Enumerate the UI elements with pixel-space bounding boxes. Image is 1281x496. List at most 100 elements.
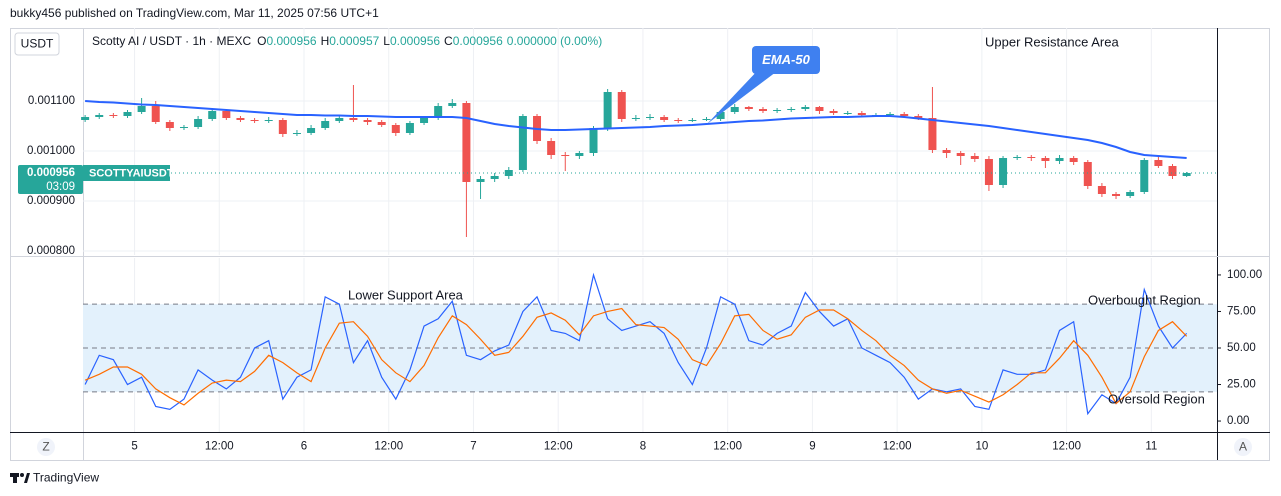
x-tick-label: 11 bbox=[1145, 441, 1157, 453]
candle-body bbox=[1154, 160, 1163, 166]
candle-body bbox=[1126, 192, 1135, 196]
last-price-label: 0.000956 bbox=[27, 167, 75, 179]
a-button[interactable] bbox=[1234, 438, 1252, 456]
annotation: Upper Resistance Area bbox=[985, 34, 1119, 49]
x-tick-label: 12:00 bbox=[205, 441, 234, 453]
candle-body bbox=[236, 118, 245, 120]
y-tick-label: 0.001000 bbox=[27, 145, 75, 157]
candle-body bbox=[81, 117, 90, 120]
candle-body bbox=[702, 119, 711, 120]
candle-body bbox=[603, 92, 612, 128]
candle-body bbox=[194, 119, 203, 127]
ema-line bbox=[85, 100, 1187, 159]
ohlc-value: 0.000956 bbox=[453, 34, 503, 48]
candle-body bbox=[984, 159, 993, 185]
ohlc-key: L bbox=[383, 34, 390, 48]
ohlc-value: 0.000957 bbox=[329, 34, 379, 48]
x-tick-label: 12:00 bbox=[883, 441, 912, 453]
candle-body bbox=[843, 113, 852, 114]
annotation: Overbought Region bbox=[1088, 292, 1201, 307]
candle-body bbox=[434, 106, 443, 118]
candle-body bbox=[787, 109, 796, 110]
symbol-legend: Scotty AI / USDT · 1h · MEXC O0.000956 H0.… bbox=[92, 34, 602, 48]
candle-body bbox=[1168, 166, 1177, 176]
candle-body bbox=[264, 120, 273, 121]
candle-body bbox=[617, 92, 626, 119]
ohlc-key: H bbox=[321, 34, 330, 48]
z-button[interactable] bbox=[37, 438, 55, 456]
x-tick-label: 12:00 bbox=[713, 441, 742, 453]
last-price-box bbox=[18, 165, 83, 194]
candle-body bbox=[1055, 158, 1064, 161]
x-tick-label: 12:00 bbox=[1052, 441, 1081, 453]
candle-body bbox=[631, 118, 640, 119]
candle-body bbox=[716, 112, 725, 119]
x-tick-label: 8 bbox=[640, 441, 646, 453]
currency-box[interactable] bbox=[14, 32, 60, 56]
y-tick-label: 0.000800 bbox=[27, 245, 75, 257]
candle-body bbox=[758, 109, 767, 111]
candle-body bbox=[363, 120, 372, 122]
candle-body bbox=[660, 117, 669, 120]
candle-body bbox=[222, 111, 231, 118]
ohlc-key: O bbox=[257, 34, 266, 48]
candle-body bbox=[1083, 162, 1092, 186]
candle-body bbox=[349, 118, 358, 120]
candle-body bbox=[688, 120, 697, 121]
candle-body bbox=[137, 106, 146, 112]
x-tick-label: 5 bbox=[131, 441, 137, 453]
candle-body bbox=[589, 128, 598, 153]
candle-body bbox=[405, 123, 414, 133]
logo-icon bbox=[10, 473, 30, 483]
candle-body bbox=[250, 120, 259, 121]
candle-body bbox=[1112, 194, 1121, 196]
candle-body bbox=[674, 120, 683, 121]
ohlc-value: 0.000956 bbox=[267, 34, 317, 48]
candle-body bbox=[292, 133, 301, 134]
candle-body bbox=[829, 111, 838, 113]
ohlc-key: C bbox=[444, 34, 453, 48]
symbol-line: Scotty AI / USDT · 1h · MEXC bbox=[92, 34, 251, 48]
x-tick-label: 7 bbox=[470, 441, 476, 453]
candle-body bbox=[744, 107, 753, 109]
candle-body bbox=[335, 118, 344, 121]
candle-body bbox=[801, 107, 810, 109]
candle-body bbox=[518, 116, 527, 170]
candle-body bbox=[970, 156, 979, 159]
x-tick-label: 12:00 bbox=[544, 441, 573, 453]
candle-body bbox=[123, 112, 132, 116]
x-tick-label: 6 bbox=[301, 441, 307, 453]
candle-body bbox=[504, 170, 513, 176]
oscillator-line bbox=[84, 307, 1188, 406]
candle-body bbox=[561, 155, 570, 156]
oscillator-line bbox=[84, 272, 1188, 416]
marks bbox=[81, 85, 1217, 416]
candle-body bbox=[208, 111, 217, 119]
candle-body bbox=[1027, 157, 1036, 158]
y-tick-label: 25.00 bbox=[1227, 379, 1256, 391]
currency[interactable]: USDT bbox=[21, 37, 54, 51]
a-label[interactable]: A bbox=[1239, 440, 1247, 454]
ohlc-value: 0.000956 bbox=[390, 34, 440, 48]
callout-pointer bbox=[707, 68, 776, 124]
candle-body bbox=[773, 110, 782, 111]
candle-body bbox=[109, 115, 118, 116]
candle-body bbox=[928, 118, 937, 150]
header: bukky456 published on TradingView.com, M… bbox=[10, 6, 379, 20]
candle-body bbox=[420, 118, 429, 123]
grid bbox=[83, 28, 1221, 432]
z-label[interactable]: Z bbox=[42, 440, 49, 454]
candle-body bbox=[999, 158, 1008, 185]
x-tick-label: 12:00 bbox=[374, 441, 403, 453]
candle-body bbox=[575, 153, 584, 156]
labels: 0.001100 0.001000 0.000900 0.000800 5 12:00 6 1… bbox=[18, 34, 1262, 453]
callout-box bbox=[752, 46, 820, 74]
footer-logo: TradingView bbox=[33, 471, 99, 485]
candle-body bbox=[391, 125, 400, 133]
y-tick-label: 50.00 bbox=[1227, 342, 1256, 354]
candle-body bbox=[307, 128, 316, 133]
candle-body bbox=[1041, 158, 1050, 161]
